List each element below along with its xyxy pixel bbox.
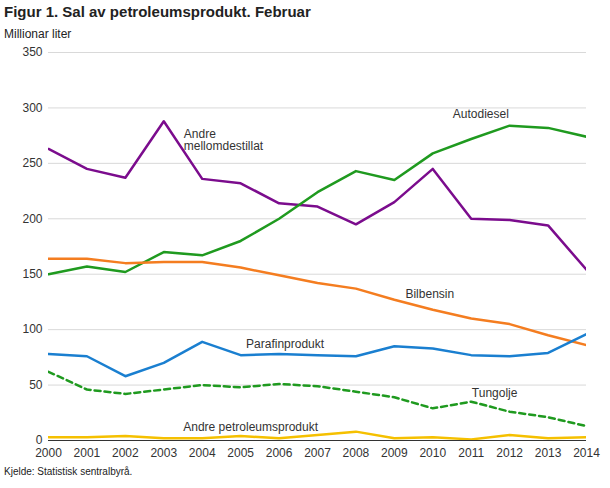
svg-text:2003: 2003: [150, 446, 177, 460]
svg-text:2004: 2004: [189, 446, 216, 460]
svg-text:2014: 2014: [573, 446, 600, 460]
svg-text:200: 200: [22, 212, 42, 226]
svg-text:2008: 2008: [343, 446, 370, 460]
svg-text:300: 300: [22, 101, 42, 115]
html-text:Millionar liter: Millionar liter: [4, 27, 72, 41]
svg-text:Tungolje: Tungolje: [472, 386, 518, 400]
svg-text:150: 150: [22, 267, 42, 281]
svg-text:Andremellomdestillat: Andremellomdestillat: [184, 127, 264, 153]
svg-text:0: 0: [35, 433, 43, 448]
svg-text:Bilbensin: Bilbensin: [405, 287, 454, 301]
svg-text:2013: 2013: [535, 446, 562, 460]
svg-text:2002: 2002: [112, 446, 139, 460]
svg-text:100: 100: [22, 322, 42, 336]
html-text:Kjelde: Statistisk sentralbyrå: Kjelde: Statistisk sentralbyrå.: [4, 466, 133, 477]
svg-text:2011: 2011: [458, 446, 484, 460]
svg-text:2001: 2001: [74, 446, 101, 460]
svg-text:2005: 2005: [227, 446, 254, 460]
svg-text:50: 50: [29, 378, 43, 392]
svg-text:Autodiesel: Autodiesel: [453, 107, 509, 121]
svg-text:250: 250: [22, 156, 42, 170]
html-text:Figur 1. Sal av petroleumsprod: Figur 1. Sal av petroleumsprodukt. Febru…: [4, 3, 311, 20]
svg-text:2000: 2000: [35, 446, 62, 460]
svg-text:2006: 2006: [266, 446, 293, 460]
svg-text:Parafinprodukt: Parafinprodukt: [246, 337, 325, 351]
svg-text:2010: 2010: [419, 446, 446, 460]
svg-text:350: 350: [22, 45, 42, 59]
svg-text:2009: 2009: [381, 446, 408, 460]
svg-text:2007: 2007: [304, 446, 331, 460]
svg-text:Andre petroleumsprodukt: Andre petroleumsprodukt: [183, 420, 318, 434]
svg-text:2012: 2012: [496, 446, 523, 460]
